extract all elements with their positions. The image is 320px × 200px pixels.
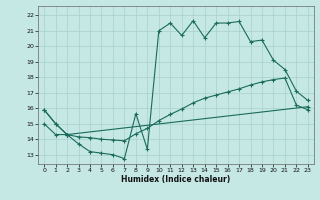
X-axis label: Humidex (Indice chaleur): Humidex (Indice chaleur): [121, 175, 231, 184]
